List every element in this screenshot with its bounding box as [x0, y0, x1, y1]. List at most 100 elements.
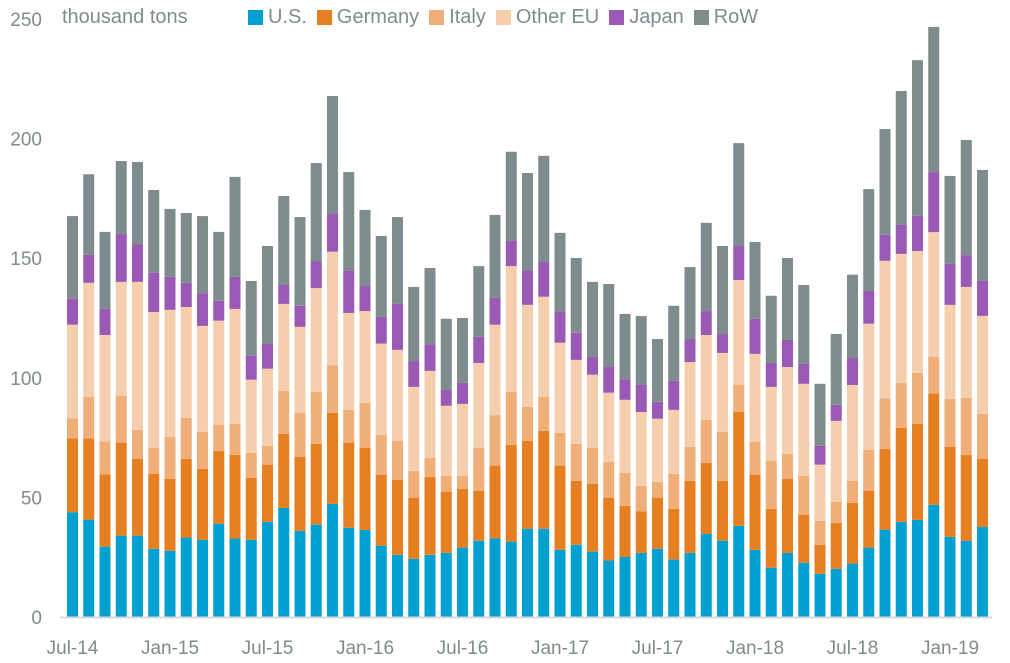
bar-segment-other-eu [327, 251, 338, 366]
bar-segment-germany [765, 508, 777, 568]
bar-segment-u-s [67, 512, 78, 617]
bar-segment-italy [928, 356, 940, 394]
bar-segment-japan [327, 213, 338, 252]
bar-segment-other-eu [262, 368, 273, 446]
bar-segment-germany [717, 480, 728, 541]
bar-stack [343, 172, 355, 617]
bar-segment-japan [619, 379, 631, 400]
bar-segment-u-s [684, 552, 696, 617]
bar-segment-germany [67, 438, 78, 513]
bar-segment-japan [440, 389, 452, 406]
bar-segment-other-eu [148, 312, 160, 448]
bar-segment-row [603, 284, 615, 368]
bar-segment-u-s [798, 562, 810, 617]
bar-segment-u-s [619, 556, 631, 617]
bar-segment-japan [83, 254, 95, 283]
bar-stack [408, 286, 420, 617]
bar-segment-u-s [489, 538, 501, 617]
bar-segment-germany [863, 490, 875, 548]
bar-segment-italy [83, 396, 95, 439]
bar-segment-u-s [294, 530, 306, 617]
bar-segment-other-eu [782, 367, 793, 454]
bar-segment-germany [652, 497, 663, 549]
bar-segment-row [392, 217, 403, 304]
bar-segment-italy [587, 447, 598, 485]
bar-segment-germany [457, 488, 468, 548]
legend-item-row: RoW [693, 6, 759, 29]
bar-segment-japan [294, 305, 306, 327]
bar-segment-japan [765, 362, 777, 387]
bar-segment-italy [879, 398, 891, 450]
bar-stack [473, 266, 485, 617]
bar-segment-other-eu [505, 266, 517, 392]
bar-segment-italy [148, 447, 160, 474]
bars [67, 26, 988, 617]
bar-stack [83, 174, 95, 617]
bar-segment-germany [148, 473, 160, 549]
bar-segment-japan [473, 336, 485, 363]
legend-item-germany: Germany [316, 6, 419, 29]
bar-segment-row [652, 339, 663, 402]
bar-segment-italy [782, 453, 793, 479]
bar-segment-italy [668, 473, 680, 509]
bar-segment-italy [424, 457, 436, 477]
bar-segment-other-eu [115, 281, 127, 396]
bar-segment-germany [960, 455, 972, 541]
bar-segment-other-eu [457, 403, 468, 476]
bar-segment-other-eu [180, 306, 192, 418]
bar-segment-japan [132, 244, 143, 282]
legend-label: Other EU [515, 6, 600, 28]
bar-segment-u-s [213, 523, 225, 617]
bar-segment-row [879, 129, 891, 235]
bar-stack [310, 162, 322, 617]
bar-segment-other-eu [879, 260, 891, 399]
legend-item-japan: Japan [609, 6, 684, 29]
bar-segment-japan [879, 234, 891, 261]
bar-segment-u-s [960, 540, 972, 617]
bar-segment-other-eu [164, 309, 176, 437]
bar-segment-germany [684, 480, 696, 553]
bar-segment-germany [749, 474, 761, 550]
bar-segment-row [375, 235, 387, 318]
bar-segment-japan [245, 355, 257, 380]
bar-segment-other-eu [765, 386, 777, 462]
bar-segment-germany [424, 476, 436, 555]
bar-segment-u-s [814, 573, 826, 617]
bar-segment-row [197, 216, 208, 294]
bar-segment-germany [554, 465, 566, 550]
bar-segment-italy [749, 441, 761, 475]
bar-stack [489, 214, 501, 617]
legend-label: U.S. [268, 6, 307, 28]
bar-segment-other-eu [473, 362, 485, 448]
bar-segment-japan [213, 300, 225, 321]
bar-segment-u-s [262, 521, 273, 617]
bar-segment-italy [944, 398, 956, 447]
bar-segment-japan [652, 401, 663, 419]
bar-segment-italy [213, 424, 225, 451]
bar-segment-row [294, 217, 306, 306]
bar-segment-germany [912, 423, 923, 520]
bar-stack [652, 339, 663, 617]
legend-label: RoW [713, 6, 759, 28]
bar-segment-other-eu [960, 286, 972, 398]
bar-segment-u-s [944, 536, 956, 617]
bar-stack [213, 231, 225, 617]
legend-swatch [609, 10, 625, 25]
bar-segment-other-eu [554, 342, 566, 433]
bar-segment-italy [570, 443, 582, 481]
bar-segment-other-eu [912, 251, 923, 373]
bar-segment-italy [603, 461, 615, 498]
bar-stack [570, 257, 582, 617]
bar-segment-italy [798, 475, 810, 515]
bar-segment-italy [440, 475, 452, 492]
bar-stack [262, 246, 273, 617]
bar-segment-italy [115, 395, 127, 443]
bar-segment-germany [944, 446, 956, 537]
bar-segment-japan [408, 361, 420, 387]
bar-segment-u-s [343, 527, 355, 617]
bar-segment-italy [473, 447, 485, 491]
legend-item-other-eu: Other EU [495, 6, 600, 29]
bar-stack [424, 268, 436, 617]
legend-swatch [693, 10, 709, 25]
bar-stack [603, 284, 615, 617]
